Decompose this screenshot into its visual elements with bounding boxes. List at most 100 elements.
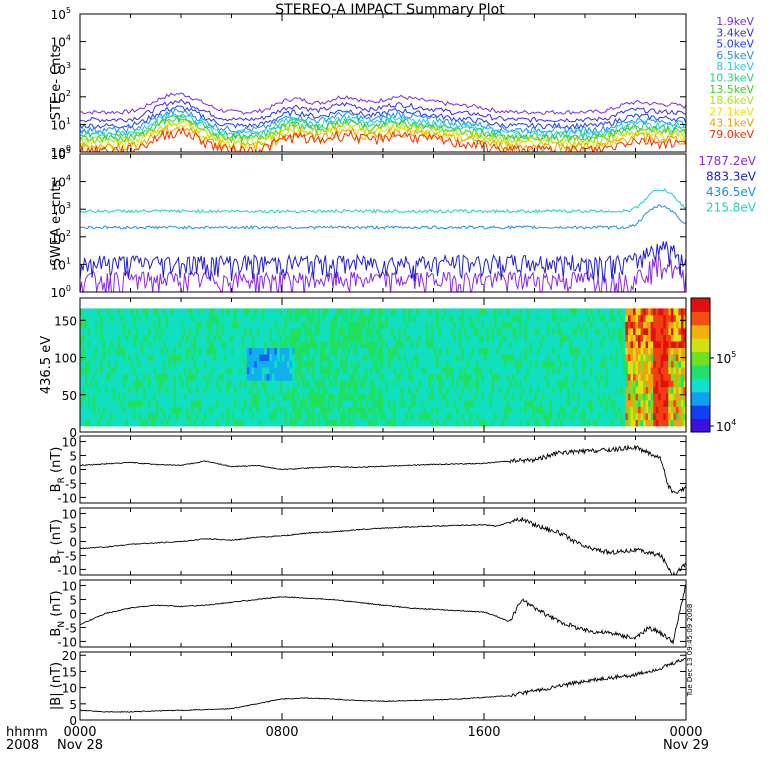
ytick-label: 10 [62, 436, 77, 450]
xtick-date: Nov 28 [57, 738, 103, 753]
ytick-label-exp: 1 [66, 256, 71, 265]
ylabel-unit: (nT) [49, 590, 64, 620]
ytick-label: 103 [51, 61, 71, 77]
ytick-label-base: 150 [54, 314, 77, 328]
ytick-label: 105 [51, 146, 71, 162]
ytick-label-exp: 3 [66, 201, 71, 210]
panel-frame [79, 579, 687, 648]
ste-series-10.3keV [80, 113, 686, 141]
ste-legend-13.5keV: 13.5keV [709, 83, 754, 96]
colorbar-label-base: 10 [716, 352, 731, 366]
ytick-label-base: 20 [62, 649, 77, 663]
ytick-label: 0 [69, 608, 77, 622]
ytick-label-base: 10 [51, 63, 66, 77]
ytick-label-base: 0 [69, 464, 77, 478]
ytick-label-exp: 1 [66, 116, 71, 125]
colorbar-segment [691, 365, 710, 379]
ylabel-text: 436.5 eV [39, 336, 54, 394]
colorbar-segment [691, 311, 710, 326]
panel-frame [79, 651, 687, 721]
ytick-label-base: 5 [69, 522, 77, 536]
ytick-label-base: 5 [69, 450, 77, 464]
ylabel-text: B [49, 483, 64, 492]
ylabel-swea: SWEA e- cnts [49, 180, 64, 267]
ylabel-text: B [49, 628, 64, 637]
ylabel-unit: (nT) [49, 447, 64, 477]
ste-series-5.0keV [80, 105, 686, 130]
ytick-label-base: 10 [62, 508, 77, 522]
ytick-label-base: 0 [69, 536, 77, 550]
ytick-label-exp: 5 [66, 6, 71, 15]
ytick-label-base: -5 [65, 549, 77, 563]
ste-series-8.1keV [80, 112, 686, 138]
panel-frame [79, 507, 687, 576]
timestamp: Tue Dec 13 09:45:09 2008 [686, 604, 694, 698]
ytick-label: 100 [54, 352, 77, 366]
ste-legend-79.0keV: 79.0keV [709, 128, 754, 141]
ste-legend-1.9keV: 1.9keV [716, 15, 754, 28]
swea-legend-1787.2eV: 1787.2eV [698, 154, 756, 168]
ylabel-unit: (nT) [49, 519, 64, 549]
ste-legend-3.4keV: 3.4keV [716, 26, 754, 39]
ytick-label: -10 [57, 635, 77, 649]
ste-legend-8.1keV: 8.1keV [716, 60, 754, 73]
ylabel-bt: BT (nT) [49, 519, 67, 564]
colorbar-label: 105 [716, 350, 736, 366]
ytick-label: 105 [51, 6, 71, 22]
ste-series-1.9keV [80, 92, 686, 116]
ylabel-bn: BN (nT) [49, 590, 67, 636]
ytick-label: 102 [51, 229, 71, 245]
ylabel-unit: (nT) [49, 662, 64, 692]
ytick-label: 5 [69, 450, 77, 464]
ytick-label-exp: 4 [66, 174, 71, 183]
ylabel-text: STE e- Cnts [49, 45, 64, 120]
ytick-label: 0 [69, 464, 77, 478]
bmag-line [80, 658, 686, 713]
ytick-label: 0 [69, 426, 77, 440]
ste-series-3.4keV [80, 98, 686, 123]
ytick-label: 20 [62, 649, 77, 663]
xtick-label: 0000 [669, 725, 702, 740]
ytick-label-base: 10 [62, 682, 77, 696]
bt-trace [80, 516, 686, 575]
ste-series-43.1keV [80, 126, 686, 152]
ytick-label: -10 [57, 491, 77, 505]
ytick-label-base: 5 [69, 698, 77, 712]
panel-frame [79, 435, 687, 504]
colorbar-segment [691, 338, 710, 353]
ytick-label-base: 100 [54, 352, 77, 366]
bmag-trace [80, 658, 686, 713]
ytick-label-base: 10 [51, 8, 66, 22]
ytick-label-base: 0 [69, 426, 77, 440]
ytick-label-base: 10 [51, 148, 66, 162]
bt-line [80, 516, 686, 575]
chart-title: STEREO-A IMPACT Summary Plot [275, 2, 505, 18]
ytick-label-base: 10 [51, 286, 66, 300]
ytick-label-base: 5 [69, 594, 77, 608]
swea-legend-883.3eV: 883.3eV [706, 170, 757, 184]
ytick-label-base: 10 [51, 36, 66, 50]
ytick-label-exp: 0 [66, 144, 71, 153]
ste-legend-10.3keV: 10.3keV [709, 72, 754, 85]
ytick-label: 102 [51, 89, 71, 105]
ytick-label: 0 [69, 714, 77, 728]
ytick-label: 50 [62, 389, 77, 403]
ytick-label-base: 0 [69, 714, 77, 728]
xtick-label: 0800 [265, 725, 298, 740]
ytick-label: 150 [54, 314, 77, 328]
ytick-label: 100 [51, 144, 71, 160]
colorbar-segment [691, 418, 710, 433]
ytick-label-base: 50 [62, 389, 77, 403]
ytick-label: 10 [62, 580, 77, 594]
ylabel-pad: 436.5 eV [39, 336, 54, 394]
ytick-label-base: 10 [51, 91, 66, 105]
xtick-date: Nov 29 [663, 738, 709, 753]
ste-legend-27.1keV: 27.1keV [709, 105, 754, 118]
ytick-label: 103 [51, 201, 71, 217]
